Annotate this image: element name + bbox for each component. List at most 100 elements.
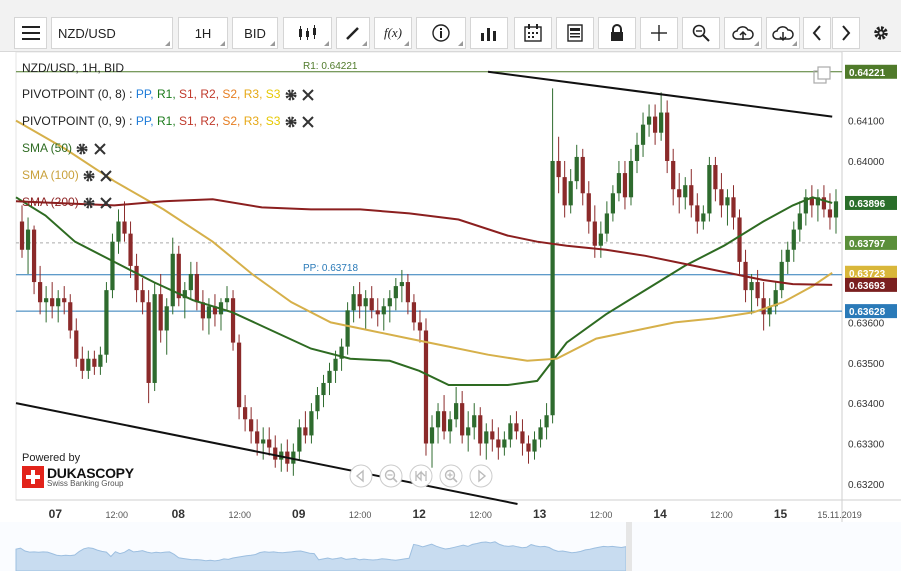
zoom-controls (349, 464, 493, 488)
gear-icon[interactable] (82, 196, 96, 210)
price-label-box (845, 195, 897, 210)
x-tick-label: 14 (653, 507, 667, 521)
draw-button[interactable] (336, 17, 370, 49)
candle-body (249, 419, 254, 432)
candle-body (719, 189, 724, 206)
download-button[interactable] (766, 17, 800, 49)
gear-icon[interactable] (75, 142, 89, 156)
brand-tagline: Swiss Banking Group (47, 479, 124, 488)
candle-body (387, 298, 392, 307)
candle-body (333, 358, 338, 371)
scroll-left-button[interactable] (803, 17, 831, 49)
candle-body (484, 431, 489, 444)
candle-body (460, 403, 465, 436)
zoom-in-button[interactable] (439, 464, 463, 488)
x-tick-label: 12:00 (349, 510, 372, 520)
r1-label: R1: 0.64221 (303, 61, 358, 72)
candle-body (646, 116, 652, 125)
y-tick-label: 0.63300 (848, 439, 885, 450)
candle-body (170, 253, 175, 307)
timeframe-select[interactable]: 1H (178, 17, 228, 49)
candle-body (261, 439, 266, 444)
candle-body (417, 322, 423, 331)
candle-body (423, 330, 429, 444)
pivot-level-pp: PP, (135, 87, 157, 101)
chart-type-button[interactable] (283, 17, 332, 49)
pan-left-button[interactable] (349, 464, 373, 488)
candle-body (538, 427, 543, 440)
pan-right-button[interactable] (469, 464, 493, 488)
zoom-out-button[interactable] (379, 464, 403, 488)
upload-button[interactable] (724, 17, 762, 49)
crosshair-button[interactable] (640, 17, 678, 49)
candle-body (212, 306, 218, 315)
timeframe-label: 1H (194, 25, 212, 41)
candle-body (230, 298, 236, 343)
candle-body (610, 193, 616, 214)
candle-body (490, 431, 495, 440)
candle-body (550, 160, 555, 416)
candle-body (701, 213, 706, 222)
candle-body (182, 290, 187, 299)
candle-body (544, 415, 549, 428)
menu-button[interactable] (14, 17, 47, 49)
pp-label: PP: 0.63718 (303, 263, 358, 274)
settings-button[interactable] (865, 17, 897, 49)
indicators-button[interactable]: f(x) (374, 17, 412, 49)
gear-icon[interactable] (284, 115, 298, 129)
info-button[interactable] (416, 17, 466, 49)
candle-body (827, 209, 833, 218)
price-label: 0.63723 (849, 269, 886, 280)
candle-body (532, 439, 537, 452)
chart-area[interactable]: 0.641000.640000.639000.638000.637000.636… (0, 51, 901, 522)
candle-body (291, 451, 296, 464)
candle-body (725, 197, 730, 206)
calendar-button[interactable] (514, 17, 552, 49)
candle-body (393, 286, 398, 299)
series-trend-lower (15, 402, 518, 505)
close-icon[interactable] (99, 196, 113, 210)
candle-body (50, 298, 55, 307)
scroll-right-button[interactable] (832, 17, 860, 49)
symbol-label: NZD/USD (58, 25, 116, 41)
y-tick-label: 0.63200 (848, 480, 885, 491)
symbol-select[interactable]: NZD/USD (51, 17, 173, 49)
candle-body (411, 302, 417, 323)
candle-body (357, 294, 362, 307)
candle-body (755, 282, 760, 299)
x-tick-label: 15.11.2019 (817, 510, 861, 520)
gear-icon[interactable] (284, 88, 298, 102)
candle-body (86, 358, 91, 371)
close-icon[interactable] (301, 115, 315, 129)
x-tick-label: 12 (412, 507, 426, 521)
x-tick-label: 13 (533, 507, 547, 521)
candle-body (502, 439, 507, 448)
x-tick-label: 12:00 (469, 510, 492, 520)
close-icon[interactable] (99, 169, 113, 183)
navigator[interactable] (0, 522, 901, 572)
popout-button[interactable] (813, 66, 831, 84)
lock-icon (611, 24, 623, 41)
report-button[interactable] (556, 17, 594, 49)
candle-body (677, 189, 682, 198)
reset-zoom-button[interactable] (409, 464, 433, 488)
candle-body (110, 241, 115, 291)
gear-icon[interactable] (82, 169, 96, 183)
lock-button[interactable] (598, 17, 636, 49)
close-icon[interactable] (301, 88, 315, 102)
menu-icon (21, 26, 40, 40)
candle-body (297, 427, 302, 452)
candle-body (634, 144, 640, 161)
candle-body (472, 415, 477, 428)
volume-button[interactable] (470, 17, 508, 49)
series-trend-upper (487, 70, 833, 118)
pivot-level-r2: R2, (200, 114, 223, 128)
pivot-level-s3: S3 (265, 114, 284, 128)
price-type-select[interactable]: BID (232, 17, 278, 49)
candle-body (200, 302, 206, 319)
candle-body (508, 423, 513, 440)
zoom-button[interactable] (682, 17, 720, 49)
sma200-label: SMA (200) (22, 195, 79, 209)
close-icon[interactable] (93, 142, 107, 156)
candle-body (683, 185, 688, 198)
